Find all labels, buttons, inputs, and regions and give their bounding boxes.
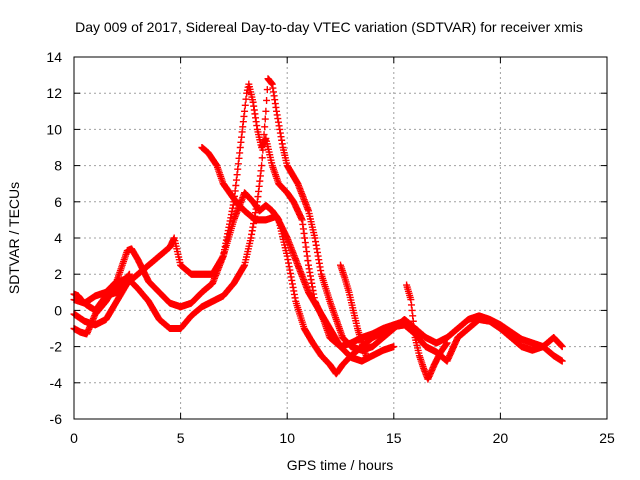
y-tick-label: -2: [50, 339, 63, 355]
x-tick-label: 10: [279, 430, 295, 446]
series-7: [403, 281, 451, 383]
data-point: [390, 343, 398, 351]
y-tick-label: 2: [54, 266, 62, 282]
data-point: [258, 154, 266, 162]
data-points: [70, 75, 566, 383]
chart-title: Day 009 of 2017, Sidereal Day-to-day VTE…: [75, 19, 583, 35]
data-point: [263, 96, 271, 104]
y-tick-label: 12: [46, 85, 62, 101]
x-tick-label: 15: [386, 430, 402, 446]
data-point: [261, 115, 269, 123]
y-tick-label: 14: [46, 49, 62, 65]
y-tick-label: 4: [54, 230, 62, 246]
y-tick-label: 0: [54, 302, 62, 318]
data-point: [558, 343, 566, 351]
series-6: [337, 261, 370, 360]
series-3: [70, 75, 566, 365]
data-point: [241, 101, 249, 109]
x-axis-label: GPS time / hours: [287, 457, 394, 473]
x-tick-label: 5: [177, 430, 185, 446]
y-tick-label: -4: [50, 375, 63, 391]
data-point: [261, 123, 269, 131]
data-point: [263, 86, 271, 94]
data-point: [241, 107, 249, 115]
data-point: [262, 107, 270, 115]
y-tick-label: 10: [46, 121, 62, 137]
data-point: [125, 270, 133, 278]
series-5: [70, 270, 133, 314]
plot-frame: [73, 56, 608, 420]
data-point: [259, 146, 267, 154]
data-point: [259, 138, 267, 146]
series-4: [198, 144, 398, 365]
x-tick-label: 0: [70, 430, 78, 446]
data-point: [443, 339, 451, 347]
y-tick-label: -6: [50, 411, 63, 427]
data-point: [558, 357, 566, 365]
y-axis-label: SDTVAR / TECUs: [6, 182, 22, 294]
data-point: [258, 162, 266, 170]
y-tick-label: 6: [54, 194, 62, 210]
y-tick-label: 8: [54, 158, 62, 174]
data-point: [260, 131, 268, 139]
x-tick-label: 20: [493, 430, 509, 446]
x-tick-label: 25: [599, 430, 615, 446]
data-point: [242, 95, 250, 103]
data-point: [362, 352, 370, 360]
